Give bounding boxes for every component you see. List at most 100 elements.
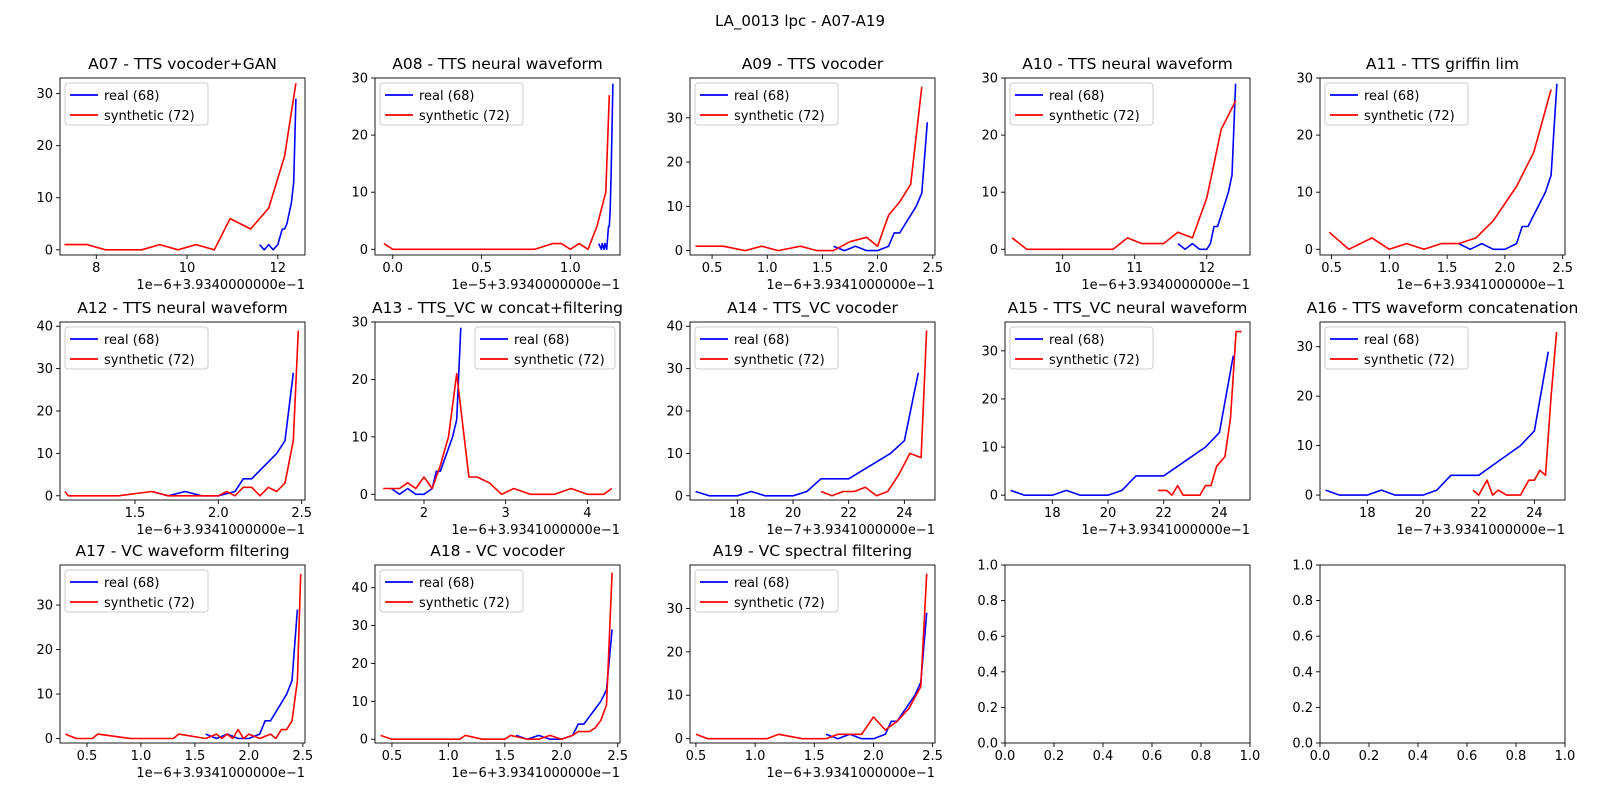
y-tick-label: 10 <box>666 447 683 462</box>
x-tick-label: 18 <box>1359 506 1376 521</box>
x-tick-label: 1.0 <box>745 749 766 764</box>
legend-label-real: real (68) <box>1049 333 1104 348</box>
legend-label-real: real (68) <box>514 333 569 348</box>
y-tick-label: 0 <box>675 732 683 747</box>
legend-box <box>694 82 839 126</box>
axes-frame <box>1319 77 1566 256</box>
x-tick-label: 2.0 <box>863 749 884 764</box>
subplot-3: 0.5 1.0 1.5 2.0 2.5 0 10 20 30 A09 - TTS vocoder 1… <box>666 55 943 293</box>
y-tick-label: 20 <box>981 392 998 407</box>
x-tick-label: 0.6 <box>1457 749 1478 764</box>
x-tick-label: 0.5 <box>77 749 98 764</box>
series-line-synthetic <box>695 573 928 740</box>
legend-label-real: real (68) <box>734 576 789 591</box>
x-tick-label: 1.0 <box>438 749 459 764</box>
subplot-6: 1.5 2.0 2.5 0 10 20 30 40 A12 - TTS neural wavef… <box>36 299 312 538</box>
y-tick-label: 30 <box>36 362 53 377</box>
legend-label-real: real (68) <box>104 89 159 104</box>
axes-frame <box>374 321 621 501</box>
x-tick-label: 1.5 <box>1437 261 1458 276</box>
x-tick-label: 11 <box>1126 261 1143 276</box>
y-tick-label: 0.8 <box>1292 594 1313 609</box>
y-tick-label: 0 <box>360 243 368 258</box>
x-tick-label: 10 <box>1054 261 1071 276</box>
y-tick-label: 0.0 <box>977 737 998 752</box>
y-tick-label: 10 <box>981 186 998 201</box>
x-tick-label: 22 <box>840 506 857 521</box>
y-tick-label: 0 <box>1305 243 1313 258</box>
x-tick-label: 0.5 <box>382 749 403 764</box>
y-tick-label: 0 <box>1305 489 1313 504</box>
series-line-synthetic <box>383 372 613 496</box>
y-tick-label: 10 <box>981 441 998 456</box>
x-offset-label: 1e−6+3.9341000000e−1 <box>766 278 935 293</box>
legend-label-synthetic: synthetic (72) <box>419 109 510 124</box>
subplot-title: A07 - TTS vocoder+GAN <box>88 55 277 73</box>
x-tick-label: 18 <box>729 506 746 521</box>
subplot-4: 10 11 12 0 10 20 30 A10 - TTS neural waveform 1e… <box>981 55 1251 293</box>
legend-label-synthetic: synthetic (72) <box>1364 353 1455 368</box>
x-tick-label: 3 <box>502 506 510 521</box>
legend-label-synthetic: synthetic (72) <box>734 353 825 368</box>
x-tick-label: 0.4 <box>1093 749 1114 764</box>
y-tick-label: 20 <box>36 643 53 658</box>
x-tick-label: 20 <box>1415 506 1432 521</box>
x-offset-label: 1e−6+3.9340000000e−1 <box>136 278 305 293</box>
y-tick-label: 30 <box>981 344 998 359</box>
y-tick-label: 20 <box>351 129 368 144</box>
y-tick-label: 20 <box>666 645 683 660</box>
y-tick-label: 10 <box>36 688 53 703</box>
y-tick-label: 0 <box>990 489 998 504</box>
y-tick-label: 0 <box>360 488 368 503</box>
series-line-synthetic <box>383 95 611 251</box>
x-tick-label: 1.5 <box>494 749 515 764</box>
y-tick-label: 0.6 <box>1292 630 1313 645</box>
x-offset-label: 1e−7+3.9341000000e−1 <box>766 523 935 538</box>
x-offset-label: 1e−6+3.9341000000e−1 <box>136 766 305 781</box>
subplot-5: 0.5 1.0 1.5 2.0 2.5 0 10 20 30 A11 - TTS griffin … <box>1296 55 1573 293</box>
x-tick-label: 2.0 <box>551 749 572 764</box>
y-tick-label: 0.8 <box>977 594 998 609</box>
x-tick-label: 8 <box>92 261 100 276</box>
legend-label-real: real (68) <box>1364 89 1419 104</box>
y-tick-label: 10 <box>351 695 368 710</box>
legend-label-synthetic: synthetic (72) <box>1364 109 1455 124</box>
y-tick-label: 0 <box>360 733 368 748</box>
y-tick-label: 20 <box>1296 390 1313 405</box>
x-tick-label: 24 <box>1526 506 1543 521</box>
y-tick-label: 30 <box>351 619 368 634</box>
y-tick-label: 40 <box>666 320 683 335</box>
legend-label-real: real (68) <box>1364 333 1419 348</box>
y-tick-label: 30 <box>666 111 683 126</box>
y-tick-label: 30 <box>351 316 368 331</box>
axes-frame <box>1319 321 1566 501</box>
y-tick-label: 10 <box>666 200 683 215</box>
axes-frame <box>1004 321 1251 501</box>
x-tick-label: 0.8 <box>1191 749 1212 764</box>
y-tick-label: 0.4 <box>977 665 998 680</box>
y-tick-label: 30 <box>981 72 998 87</box>
x-tick-label: 1.5 <box>125 506 146 521</box>
y-tick-label: 10 <box>1296 186 1313 201</box>
series-line-synthetic <box>65 573 302 740</box>
y-tick-label: 20 <box>1296 129 1313 144</box>
legend-label-real: real (68) <box>734 89 789 104</box>
legend-box <box>64 82 209 126</box>
legend-label-synthetic: synthetic (72) <box>1049 109 1140 124</box>
x-tick-label: 0.2 <box>1359 749 1380 764</box>
x-tick-label: 2.5 <box>291 506 312 521</box>
subplot-2: 0.0 0.5 1.0 0 10 20 30 A08 - TTS neural wavefor… <box>351 55 621 293</box>
x-tick-label: 1.0 <box>1240 749 1261 764</box>
legend-box <box>1009 326 1154 370</box>
y-tick-label: 0.2 <box>1292 701 1313 716</box>
x-tick-label: 0.0 <box>995 749 1016 764</box>
x-offset-label: 1e−6+3.9341000000e−1 <box>766 766 935 781</box>
legend-label-real: real (68) <box>104 576 159 591</box>
series-line-real <box>833 122 929 252</box>
legend-box <box>64 569 209 613</box>
legend-box <box>1324 82 1469 126</box>
x-tick-label: 1.5 <box>812 261 833 276</box>
subplot-12: 0.5 1.0 1.5 2.0 2.5 0 10 20 30 40 A18 - VC vocoder… <box>351 542 628 781</box>
x-offset-label: 1e−6+3.9340000000e−1 <box>1081 278 1250 293</box>
y-tick-label: 0 <box>990 243 998 258</box>
